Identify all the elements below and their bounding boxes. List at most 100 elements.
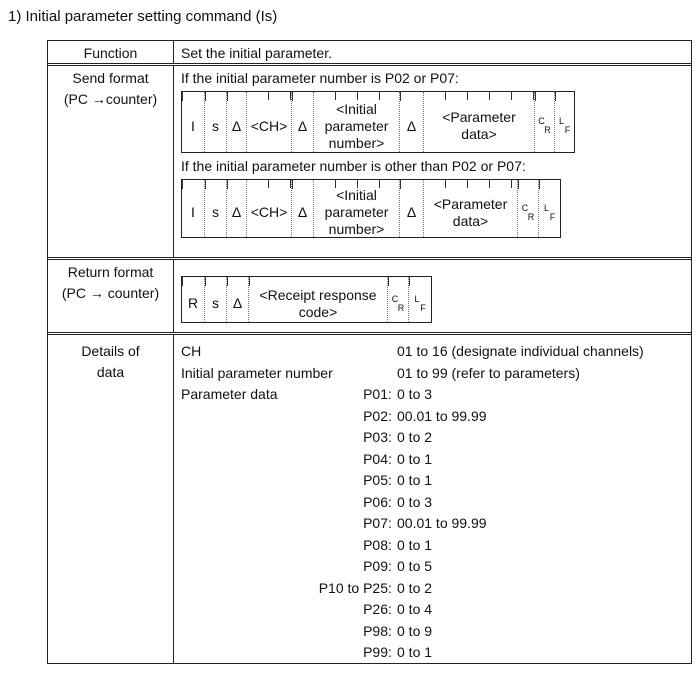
field-space-text: Δ <box>232 295 243 311</box>
field-space: Δ <box>399 180 423 237</box>
field-s: s <box>204 92 226 152</box>
detail-dv: 0 to 2 <box>397 579 433 596</box>
field-parameter-data-text: data> <box>452 212 489 229</box>
detail-dv: 00.01 to 99.99 <box>397 515 487 531</box>
detail-dc: : <box>388 407 392 424</box>
send-condition-2: If the initial parameter number is other… <box>181 158 526 174</box>
detail-row: Parameter data P01:0 to 3 <box>181 384 685 406</box>
field-receipt-response-code-text: code> <box>298 303 338 320</box>
return-direction: (PC → counter) <box>61 285 160 301</box>
detail-dl: Initial parameter number <box>181 364 333 381</box>
section-heading: 1) Initial parameter setting command (Is… <box>8 8 278 25</box>
field-R: R <box>182 277 204 322</box>
field-space-text: Δ <box>297 204 308 220</box>
field-ch-text: <CH> <box>250 117 288 134</box>
detail-dv: 0 to 5 <box>397 558 433 574</box>
row-function: Function Set the initial parameter. <box>48 41 691 66</box>
detail-dk: P07 <box>363 515 388 531</box>
detail-row: P06:0 to 3 <box>181 492 685 514</box>
detail-dk: P01 <box>363 386 388 402</box>
field-I-text: I <box>191 117 195 134</box>
detail-row: P98:0 to 9 <box>181 621 685 643</box>
field-space: Δ <box>399 92 423 152</box>
field-R-text: R <box>187 295 199 311</box>
field-space-text: Δ <box>231 204 242 220</box>
detail-dv: 0 to 2 <box>397 429 433 445</box>
detail-row: CH 01 to 16 (designate individual channel… <box>181 341 685 363</box>
detail-dv: 0 to 1 <box>397 644 433 660</box>
detail-dk: P02 <box>363 407 388 424</box>
detail-dk: P09 <box>363 558 388 574</box>
detail-dc: : <box>388 536 392 553</box>
detail-row: P99:0 to 1 <box>181 642 685 664</box>
detail-dv: 0 to 1 <box>397 536 433 553</box>
detail-dc: : <box>388 472 392 488</box>
detail-dc: : <box>388 515 392 531</box>
field-parameter-data: <Parameter data> <box>423 180 517 237</box>
detail-row: P10 to P25:0 to 2 <box>181 578 685 600</box>
field-initial-parameter-number-text: <Initial <box>336 100 377 117</box>
detail-dc: : <box>388 579 392 596</box>
detail-dk: P99 <box>363 644 388 660</box>
field-I: I <box>182 92 204 152</box>
field-parameter-data-text: data> <box>461 126 497 142</box>
field-space-text: Δ <box>297 117 308 134</box>
detail-dc: : <box>388 601 392 617</box>
field-parameter-data-text: <Parameter <box>442 109 516 125</box>
command-table: Function Set the initial parameter. Send… <box>47 40 692 664</box>
field-I-text: I <box>191 204 195 220</box>
row-send-format: Send format (PC →counter) If the initial … <box>48 66 691 260</box>
field-initial-parameter-number-text: parameter <box>324 204 389 220</box>
detail-dv: 0 to 1 <box>397 472 433 488</box>
detail-dk: P03 <box>363 429 388 445</box>
detail-dv: 01 to 16 (designate individual channels) <box>397 343 644 359</box>
detail-dv: 0 to 3 <box>397 386 433 402</box>
field-space-text: Δ <box>231 117 242 134</box>
field-I: I <box>182 180 204 237</box>
field-parameter-data: <Parameter data> <box>423 92 534 152</box>
field-ch: <CH> <box>246 92 291 152</box>
field-ch-text: <CH> <box>250 204 288 220</box>
field-receipt-response-code-text: <Receipt response <box>259 286 377 303</box>
field-ch: <CH> <box>246 180 291 237</box>
details-label: Details of <box>81 343 140 359</box>
detail-dc: : <box>388 450 392 467</box>
send-label: Send format <box>72 70 149 86</box>
field-space: Δ <box>226 277 248 322</box>
row-details: Details of data CH 01 to 16 (designate ind… <box>48 335 691 663</box>
detail-dl: Parameter data <box>181 386 278 402</box>
detail-row: P08:0 to 1 <box>181 535 685 557</box>
field-initial-parameter-number-text: parameter <box>324 117 389 134</box>
detail-dv: 01 to 99 (refer to parameters) <box>397 364 580 381</box>
field-initial-parameter-number-text: <Initial <box>336 187 377 203</box>
field-space: Δ <box>226 180 246 237</box>
field-s-text: s <box>212 117 219 134</box>
details-label-2: data <box>96 364 125 380</box>
field-s: s <box>204 180 226 237</box>
field-space-text: Δ <box>406 117 417 134</box>
field-initial-parameter-number-text: number> <box>328 134 385 151</box>
detail-dv: 0 to 1 <box>397 450 433 467</box>
field-initial-parameter-number: <Initial parameter number> <box>313 180 399 237</box>
detail-dk: P05 <box>363 472 388 488</box>
function-value: Set the initial parameter. <box>181 45 332 61</box>
detail-row: P07:00.01 to 99.99 <box>181 513 685 535</box>
field-receipt-response-code: <Receipt response code> <box>248 277 387 322</box>
detail-dv: 0 to 9 <box>397 622 433 639</box>
detail-dl: CH <box>181 343 202 359</box>
detail-dc: : <box>388 429 392 445</box>
field-initial-parameter-number: <Initial parameter number> <box>313 92 399 152</box>
field-s: s <box>204 277 226 322</box>
detail-row: P02:00.01 to 99.99 <box>181 406 685 428</box>
detail-dc: : <box>388 622 392 639</box>
detail-dk: P98 <box>363 622 388 639</box>
